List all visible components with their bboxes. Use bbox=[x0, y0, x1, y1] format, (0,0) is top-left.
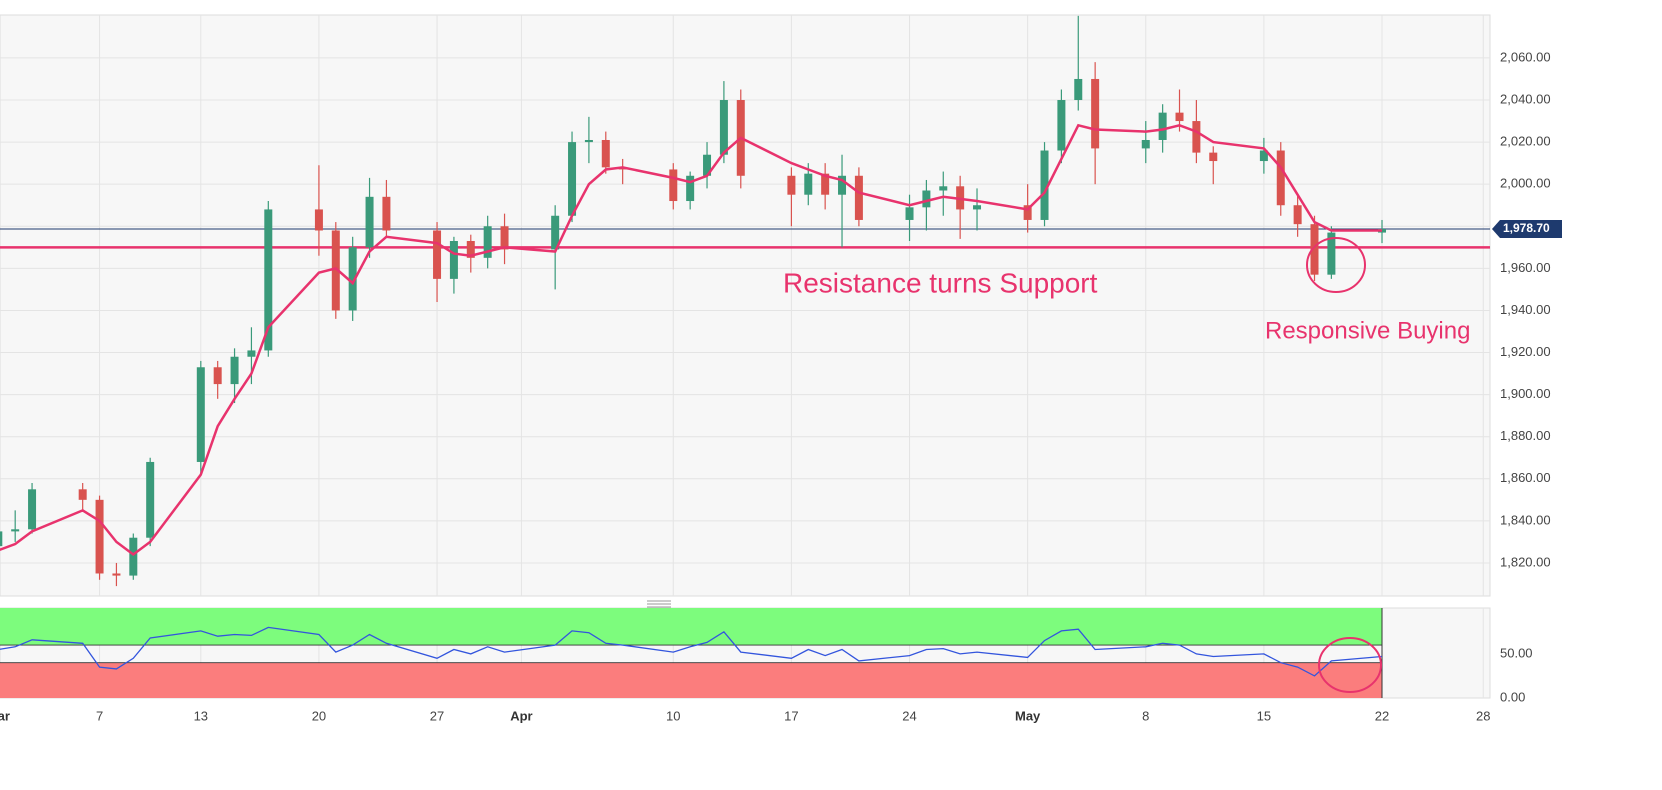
candle-body bbox=[1209, 152, 1218, 162]
x-tick-label: May bbox=[1015, 708, 1041, 723]
candle-body bbox=[838, 175, 847, 195]
candle-body bbox=[686, 175, 695, 202]
candle-body bbox=[28, 489, 37, 530]
candle-body bbox=[601, 139, 610, 168]
candle-body bbox=[382, 196, 391, 231]
candle-body bbox=[1023, 205, 1032, 220]
price-panel bbox=[0, 14, 1491, 597]
candle-body bbox=[196, 367, 205, 462]
y-tick-label: 2,040.00 bbox=[1500, 91, 1551, 106]
last-price-label: 1,978.70 bbox=[1503, 221, 1550, 235]
y-tick-label: 2,000.00 bbox=[1500, 176, 1551, 191]
candle-body bbox=[1378, 229, 1387, 233]
candle-body bbox=[264, 209, 273, 351]
x-tick-label: Apr bbox=[510, 708, 532, 723]
x-tick-label: 10 bbox=[666, 708, 680, 723]
candle-body bbox=[331, 230, 340, 311]
candle-body bbox=[821, 173, 830, 195]
candle-body bbox=[922, 190, 931, 208]
candle-body bbox=[449, 241, 458, 279]
rsi-overbought-zone bbox=[0, 608, 1383, 646]
panel-handle[interactable] bbox=[647, 600, 671, 608]
candle-body bbox=[0, 531, 3, 547]
y-tick-label: 1,920.00 bbox=[1500, 344, 1551, 359]
x-tick-label: 8 bbox=[1142, 708, 1149, 723]
y-tick-label: 1,880.00 bbox=[1500, 428, 1551, 443]
candle-body bbox=[1192, 121, 1201, 153]
y-tick-label: 1,860.00 bbox=[1500, 470, 1551, 485]
candle-body bbox=[500, 226, 509, 250]
candle-body bbox=[584, 139, 593, 143]
candle-body bbox=[1327, 232, 1336, 275]
candle-body bbox=[483, 226, 492, 258]
candle-body bbox=[1057, 100, 1066, 151]
candle-body bbox=[939, 186, 948, 191]
candle-body bbox=[365, 196, 374, 248]
x-tick-label: 27 bbox=[430, 708, 444, 723]
price-tag bbox=[1492, 220, 1562, 239]
candle-body bbox=[703, 154, 712, 176]
candle-body bbox=[1293, 205, 1302, 225]
y2-tick-label: 50.00 bbox=[1500, 645, 1533, 660]
candle-body bbox=[854, 175, 863, 220]
candle-body bbox=[1141, 139, 1150, 149]
candle-body bbox=[95, 499, 104, 574]
y-tick-label: 2,060.00 bbox=[1500, 49, 1551, 64]
x-tick-label: 24 bbox=[902, 708, 916, 723]
candle-body bbox=[719, 100, 728, 155]
candle-body bbox=[1175, 112, 1184, 122]
candle-body bbox=[1259, 150, 1268, 162]
candle-body bbox=[129, 537, 138, 576]
candle-body bbox=[1074, 78, 1083, 101]
candle-body bbox=[669, 169, 678, 202]
highlight-circle bbox=[1306, 237, 1366, 293]
candle-body bbox=[787, 175, 796, 195]
candle-body bbox=[905, 207, 914, 220]
candle-body bbox=[466, 241, 475, 258]
y-tick-label: 1,900.00 bbox=[1500, 386, 1551, 401]
candle-body bbox=[568, 142, 577, 216]
y-tick-label: 1,940.00 bbox=[1500, 302, 1551, 317]
annotation: Resistance turns Support bbox=[783, 267, 1098, 298]
y-tick-label: 1,820.00 bbox=[1500, 554, 1551, 569]
candle-body bbox=[433, 230, 442, 279]
rsi-oversold-zone bbox=[0, 662, 1383, 698]
candle-body bbox=[230, 356, 239, 385]
candle-body bbox=[314, 209, 323, 231]
candle-body bbox=[247, 350, 256, 357]
highlight-circle bbox=[1318, 637, 1382, 693]
candle-body bbox=[1310, 224, 1319, 275]
candle-body bbox=[1276, 150, 1285, 206]
x-tick-label: 15 bbox=[1257, 708, 1271, 723]
annotation: Responsive Buying bbox=[1265, 317, 1470, 344]
y2-tick-label: 0.00 bbox=[1500, 689, 1525, 704]
candle-body bbox=[1091, 78, 1100, 149]
x-tick-label: 28 bbox=[1476, 708, 1490, 723]
candle-body bbox=[1040, 150, 1049, 220]
rsi-line bbox=[0, 626, 1383, 677]
candle-body bbox=[804, 173, 813, 195]
candle-body bbox=[348, 247, 357, 311]
x-tick-label: Mar bbox=[0, 708, 10, 723]
candle-body bbox=[78, 489, 87, 500]
x-tick-label: 22 bbox=[1375, 708, 1389, 723]
candle-body bbox=[112, 573, 121, 576]
candle-body bbox=[213, 367, 222, 385]
candle-body bbox=[1158, 112, 1167, 140]
y-tick-label: 1,960.00 bbox=[1500, 260, 1551, 275]
x-tick-label: 20 bbox=[312, 708, 326, 723]
x-tick-label: 7 bbox=[96, 708, 103, 723]
x-tick-label: 17 bbox=[784, 708, 798, 723]
y-tick-label: 1,840.00 bbox=[1500, 512, 1551, 527]
moving-average bbox=[0, 123, 1382, 557]
y-tick-label: 2,020.00 bbox=[1500, 134, 1551, 149]
candle-body bbox=[146, 461, 155, 538]
candle-body bbox=[973, 205, 982, 210]
candle-body bbox=[551, 215, 560, 250]
x-tick-label: 13 bbox=[194, 708, 208, 723]
candle-body bbox=[11, 529, 20, 532]
